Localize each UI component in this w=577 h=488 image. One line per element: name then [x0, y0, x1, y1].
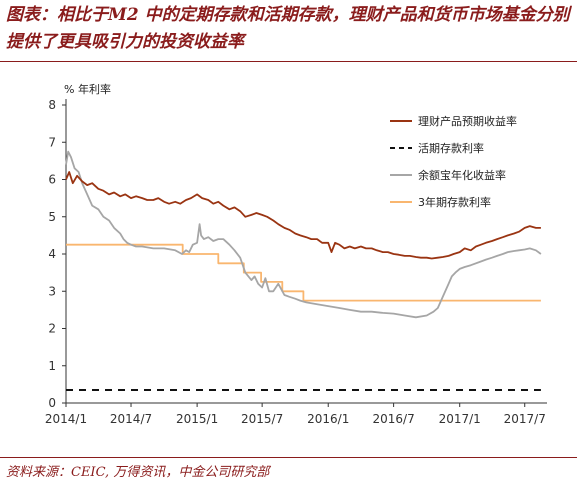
y-tick-label: 1: [48, 359, 56, 373]
y-tick-label: 5: [48, 210, 56, 224]
x-tick-label: 2015/1: [176, 412, 218, 426]
series-line-deposit3y: [66, 243, 541, 302]
x-tick-label: 2017/1: [439, 412, 481, 426]
line-chart: % 年利率 0 1 2 3 4 5 6 7 8 2014/1 2014/7 2015/1 2015/7 20…: [45, 82, 547, 426]
x-tick-label: 2017/7: [504, 412, 546, 426]
legend-label-deposit3y: 3年期存款利率: [418, 195, 491, 209]
source-divider: [0, 457, 577, 458]
x-tick-label: 2016/1: [307, 412, 349, 426]
y-tick-label: 8: [48, 98, 56, 112]
title-divider: [0, 61, 577, 62]
legend-label-yuebao: 余额宝年化收益率: [418, 168, 506, 182]
chart-title: 图表：相比于M2 中的定期存款和活期存款，理财产品和货币市场基金分别提供了更具吸…: [6, 5, 570, 52]
y-tick-label: 6: [48, 173, 56, 187]
y-tick-label: 4: [48, 247, 56, 261]
legend-label-demand: 活期存款利率: [418, 141, 484, 155]
source-note: 资料来源：CEIC, 万得资讯，中金公司研究部: [6, 465, 270, 480]
x-tick-label: 2014/1: [45, 412, 87, 426]
series-line-wmp: [65, 171, 541, 260]
x-tick-label: 2015/7: [241, 412, 283, 426]
y-tick-label: 7: [48, 135, 56, 149]
y-tick-label: 3: [48, 284, 56, 298]
x-tick-label: 2016/7: [373, 412, 415, 426]
y-tick-label: 0: [48, 396, 56, 410]
y-axis-unit-label: % 年利率: [64, 82, 111, 96]
legend-label-wmp: 理财产品预期收益率: [418, 114, 517, 128]
y-tick-label: 2: [48, 322, 56, 336]
x-tick-label: 2014/7: [110, 412, 152, 426]
series-line-yuebao: [65, 150, 542, 319]
